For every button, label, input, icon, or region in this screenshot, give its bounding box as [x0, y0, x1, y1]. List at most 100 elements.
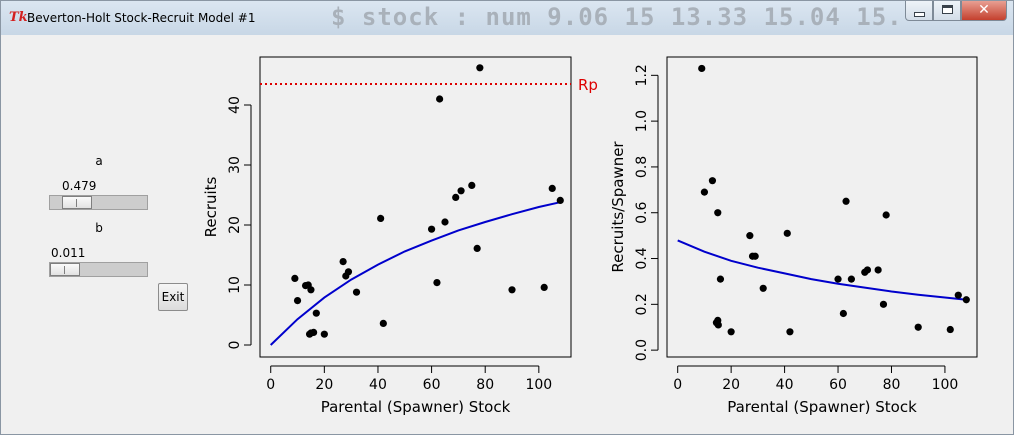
data-point	[783, 229, 791, 237]
data-point	[508, 286, 516, 294]
data-point	[312, 309, 320, 317]
data-point	[540, 283, 548, 291]
data-point	[847, 275, 855, 283]
data-point	[473, 244, 481, 252]
x-tick-label: 100	[525, 377, 552, 393]
minimize-icon	[914, 12, 925, 17]
slider-b-thumb[interactable]	[50, 263, 80, 276]
background-window-text: $ stock : num 9.06 15 13.33 15.04 15.	[331, 3, 903, 31]
data-point	[882, 211, 890, 219]
data-point	[476, 64, 484, 72]
data-point	[556, 196, 564, 204]
tk-feather-icon: Tk	[9, 10, 28, 25]
y-tick-label: 1.0	[634, 110, 650, 132]
data-point	[879, 300, 888, 308]
close-icon: ✕	[978, 2, 990, 18]
fit-curve	[677, 239, 967, 301]
data-point	[863, 266, 872, 274]
plot-frame	[666, 56, 978, 358]
data-point	[291, 274, 299, 282]
data-point	[842, 197, 850, 205]
x-tick-label: 100	[932, 377, 959, 393]
data-point	[320, 330, 328, 338]
maximize-icon	[942, 5, 953, 14]
y-tick-label: 0.0	[634, 339, 650, 361]
slider-b[interactable]	[49, 262, 148, 277]
slider-b-label: b	[95, 221, 103, 235]
data-point	[436, 95, 444, 103]
reference-line-label: Rp	[578, 76, 598, 94]
data-point	[716, 275, 725, 283]
minimize-button[interactable]	[905, 1, 933, 21]
fit-curve	[270, 201, 561, 346]
y-axis-label: Recruits	[202, 176, 220, 237]
y-tick-label: 10	[227, 276, 243, 294]
y-tick-label: 0	[227, 341, 243, 350]
y-tick-label: 40	[227, 96, 243, 114]
slider-a-thumb[interactable]	[62, 196, 93, 209]
x-tick-label: 20	[315, 377, 333, 393]
slider-b-value: 0.011	[51, 246, 86, 260]
data-point	[746, 232, 754, 240]
x-tick-label: 20	[722, 377, 740, 393]
data-point	[379, 319, 387, 327]
data-point	[377, 214, 385, 222]
data-point	[441, 218, 449, 226]
data-point	[714, 321, 722, 329]
data-point	[433, 279, 441, 287]
data-point	[759, 284, 767, 292]
data-point	[874, 266, 882, 274]
x-tick-label: 80	[476, 377, 494, 393]
data-point	[914, 323, 922, 331]
data-point	[452, 193, 460, 201]
data-point	[344, 268, 353, 276]
data-point	[708, 177, 717, 185]
data-point	[468, 181, 476, 189]
window-controls: ✕	[905, 1, 1007, 23]
data-point	[714, 209, 722, 217]
maximize-button[interactable]	[933, 1, 961, 21]
data-point	[307, 286, 315, 294]
close-button[interactable]: ✕	[961, 1, 1007, 21]
y-tick-label: 30	[227, 156, 243, 174]
window-title: Beverton-Holt Stock-Recruit Model #1	[27, 11, 256, 25]
y-tick-label: 0.6	[634, 202, 650, 224]
y-tick-label: 0.2	[634, 293, 650, 315]
y-tick-label: 0.4	[634, 247, 650, 269]
data-point	[839, 309, 847, 318]
data-point	[946, 325, 954, 334]
data-point	[339, 258, 347, 266]
chart-2: 0 20 40 60 80 100 0.0 0.2 0.4 0.6 0.8 1.0 1.2 Parenta…	[609, 56, 978, 416]
exit-button[interactable]: Exit	[158, 283, 188, 311]
y-tick-label: 1.2	[634, 64, 650, 86]
slider-a-value: 0.479	[62, 179, 97, 193]
x-tick-label: 40	[776, 377, 794, 393]
x-tick-label: 60	[423, 377, 441, 393]
data-point	[786, 328, 794, 336]
data-point	[427, 225, 436, 233]
data-point	[310, 328, 318, 336]
data-point	[293, 297, 302, 305]
data-point	[727, 328, 735, 336]
y-tick-label: 0.8	[634, 156, 650, 178]
data-point	[954, 291, 962, 299]
title-bar[interactable]: $ stock : num 9.06 15 13.33 15.04 15. Tk…	[1, 1, 1013, 35]
x-tick-label: 0	[266, 377, 275, 393]
chart-1: 0 20 40 60 80 100 0 10 20 30 40 Parental (Spawner) …	[202, 56, 598, 416]
data-point	[698, 64, 706, 73]
x-axis-label: Parental (Spawner) Stock	[321, 398, 511, 416]
x-tick-label: 80	[883, 377, 901, 393]
data-point	[352, 288, 361, 296]
data-point	[962, 296, 970, 304]
data-point	[457, 187, 465, 195]
y-axis-label: Recruits/Spawner	[609, 141, 627, 273]
data-point	[548, 184, 556, 192]
x-tick-label: 0	[673, 377, 682, 393]
x-axis-label: Parental (Spawner) Stock	[727, 398, 917, 416]
data-point	[751, 252, 759, 260]
data-point	[700, 188, 709, 196]
y-tick-label: 20	[227, 216, 243, 234]
slider-a[interactable]	[49, 195, 148, 210]
